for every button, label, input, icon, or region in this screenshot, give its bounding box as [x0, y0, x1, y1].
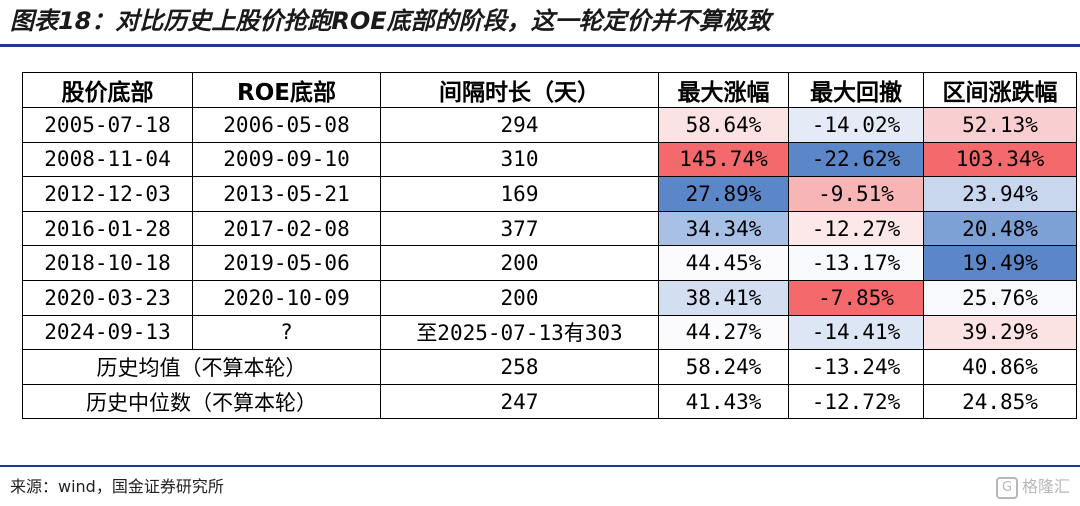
table-cell: 2020-10-09 [192, 279, 381, 316]
table-cell: 34.34% [658, 210, 789, 247]
summary-cell: 258 [380, 349, 659, 385]
table-cell: 2020-03-23 [22, 279, 193, 316]
table-cell: 200 [380, 245, 659, 281]
col-header-interval: 间隔时长（天） [380, 72, 659, 108]
table-cell: 44.27% [658, 314, 789, 351]
col-header-max-drawdown: 最大回撤 [788, 72, 924, 108]
table-cell: 38.41% [658, 279, 789, 316]
table-cell: -9.51% [788, 176, 924, 212]
watermark: G 格隆汇 [995, 474, 1070, 500]
table-cell: 27.89% [658, 176, 789, 212]
table-cell: 2005-07-18 [22, 107, 193, 143]
summary-cell: 24.85% [923, 383, 1077, 420]
table-cell: 145.74% [658, 141, 789, 178]
col-header-price-bottom: 股价底部 [22, 72, 193, 108]
col-header-period-change: 区间涨跌幅 [923, 72, 1077, 108]
chart-title: 图表18：对比历史上股价抢跑ROE底部的阶段，这一轮定价并不算极致 [10, 7, 771, 35]
table-cell: 20.48% [923, 210, 1077, 247]
table-cell: -12.27% [788, 210, 924, 247]
table-cell: ? [192, 314, 381, 351]
table-row: 2008-11-04 2009-09-10 310 145.74% -22.62% 103… [22, 141, 1077, 178]
summary-label: 历史均值（不算本轮） [22, 349, 381, 385]
table-cell: 294 [380, 107, 659, 143]
summary-cell: 58.24% [658, 349, 789, 385]
table-cell: 至2025-07-13有303 [380, 314, 659, 351]
title-divider [0, 44, 1080, 47]
table-cell: 2009-09-10 [192, 141, 381, 178]
watermark-logo-icon: G [995, 476, 1018, 499]
table-cell: -7.85% [788, 279, 924, 316]
table-cell: 2012-12-03 [22, 176, 193, 212]
table-cell: 25.76% [923, 279, 1077, 316]
table-cell: -22.62% [788, 141, 924, 178]
table-row: 2020-03-23 2020-10-09 200 38.41% -7.85% 25.76… [22, 279, 1077, 316]
table-cell: 2006-05-08 [192, 107, 381, 143]
table-cell: 39.29% [923, 314, 1077, 351]
table-row: 2012-12-03 2013-05-21 169 27.89% -9.51% 23.94… [22, 176, 1077, 212]
table-cell: 310 [380, 141, 659, 178]
summary-row: 历史中位数（不算本轮） 247 41.43% -12.72% 24.85% [22, 383, 1077, 420]
col-header-max-gain: 最大涨幅 [658, 72, 789, 108]
table-cell: 19.49% [923, 245, 1077, 281]
summary-cell: -13.24% [788, 349, 924, 385]
summary-cell: 41.43% [658, 383, 789, 420]
table-cell: -14.41% [788, 314, 924, 351]
table-row: 2016-01-28 2017-02-08 377 34.34% -12.27% 20.4… [22, 210, 1077, 247]
summary-label: 历史中位数（不算本轮） [22, 383, 381, 420]
table-row: 2024-09-13? 至2025-07-13有303 44.27% -14.41% 3… [22, 314, 1077, 351]
summary-row: 历史均值（不算本轮） 258 58.24% -13.24% 40.86% [22, 349, 1077, 385]
table-row: 2018-10-18 2019-05-06 200 44.45% -13.17% 19.4… [22, 245, 1077, 281]
table-cell: 2018-10-18 [22, 245, 193, 281]
table-cell: 2019-05-06 [192, 245, 381, 281]
watermark-text: 格隆汇 [1021, 477, 1070, 496]
header-row: 股价底部 ROE底部 间隔时长（天） 最大涨幅 最大回撤 区间涨跌幅 [22, 72, 1077, 108]
table-cell: 2024-09-13 [22, 314, 193, 351]
table-cell: 377 [380, 210, 659, 247]
table-cell: 2017-02-08 [192, 210, 381, 247]
table-cell: 2008-11-04 [22, 141, 193, 178]
table-cell: -14.02% [788, 107, 924, 143]
summary-cell: 40.86% [923, 349, 1077, 385]
table-cell: 200 [380, 279, 659, 316]
table-cell: -13.17% [788, 245, 924, 281]
table-cell: 169 [380, 176, 659, 212]
table-cell: 52.13% [923, 107, 1077, 143]
table-cell: 58.64% [658, 107, 789, 143]
comparison-table: 股价底部 ROE底部 间隔时长（天） 最大涨幅 最大回撤 区间涨跌幅 2005-… [22, 72, 1077, 420]
table-cell: 23.94% [923, 176, 1077, 212]
table-cell: 103.34% [923, 141, 1077, 178]
source-note: 来源：wind，国金证券研究所 [10, 477, 224, 496]
table-cell: 44.45% [658, 245, 789, 281]
col-header-roe-bottom: ROE底部 [192, 72, 381, 108]
summary-cell: 247 [380, 383, 659, 420]
table-row: 2005-07-18 2006-05-08 294 58.64% -14.02% 52.1… [22, 107, 1077, 143]
table-cell: 2016-01-28 [22, 210, 193, 247]
table-cell: 2013-05-21 [192, 176, 381, 212]
footer-divider [0, 465, 1080, 467]
summary-cell: -12.72% [788, 383, 924, 420]
